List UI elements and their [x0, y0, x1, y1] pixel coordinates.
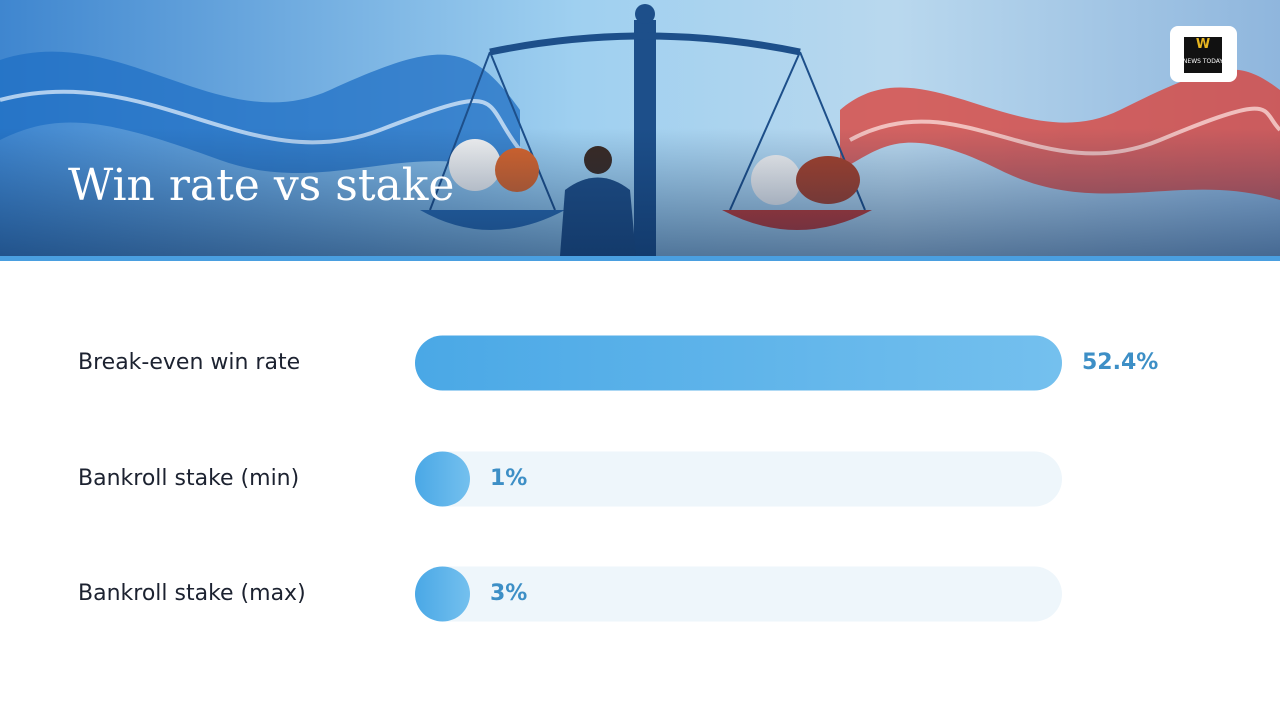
category-label: Break-even win rate: [78, 350, 300, 375]
bar: [415, 451, 470, 507]
bar: [415, 566, 470, 622]
logo: W NEWS TODAY: [1170, 26, 1237, 82]
category-label: Bankroll stake (max): [78, 581, 306, 606]
value-label: 3%: [490, 581, 527, 606]
category-label: Bankroll stake (min): [78, 466, 299, 491]
bar: [415, 335, 1062, 391]
logo-text: NEWS TODAY: [1183, 58, 1223, 65]
banner: [0, 0, 1280, 261]
bar-track: [415, 566, 1062, 622]
value-label: 52.4%: [1082, 350, 1158, 375]
logo-mark: W: [1196, 37, 1210, 52]
value-label: 1%: [490, 466, 527, 491]
chart-title: Win rate vs stake: [68, 160, 454, 211]
bar-track: [415, 451, 1062, 507]
